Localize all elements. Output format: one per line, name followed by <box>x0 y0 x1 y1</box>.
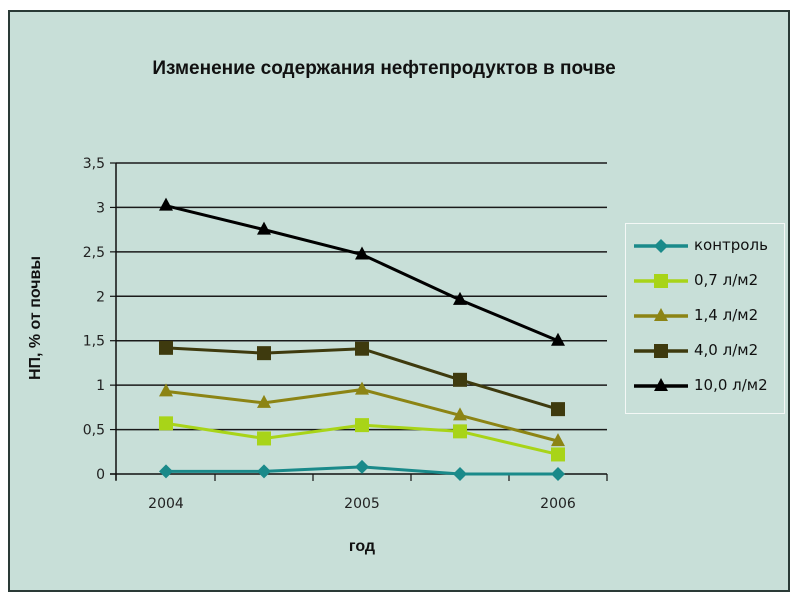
triangle-marker <box>453 291 467 305</box>
series-контроль <box>159 459 565 481</box>
square-marker <box>355 418 369 433</box>
legend-item: 10,0 л/м2 <box>634 375 784 397</box>
y-tick-label: 2 <box>96 289 105 305</box>
x-tick-label: 2004 <box>148 496 184 512</box>
series-1,4 л/м2 <box>159 381 565 447</box>
diamond-marker <box>355 459 369 474</box>
diamond-marker <box>551 467 565 481</box>
diamond-marker <box>257 464 271 479</box>
triangle-marker <box>551 433 565 447</box>
legend-swatch-icon <box>634 378 688 391</box>
legend: контроль 0,7 л/м2 1,4 л/м2 4,0 л/м2 10,0 л/м… <box>625 223 785 414</box>
chart-title-text: Изменение содержания нефтепродуктов в по… <box>152 58 616 79</box>
x-tick-label: 2005 <box>344 496 380 512</box>
triangle-marker <box>551 332 565 346</box>
legend-label: 0,7 л/м2 <box>694 271 759 289</box>
data-series <box>159 197 565 481</box>
diamond-marker <box>159 464 173 479</box>
triangle-marker <box>453 407 467 421</box>
triangle-marker <box>257 394 271 408</box>
legend-item: 1,4 л/м2 <box>634 305 784 327</box>
diamond-marker <box>453 467 467 481</box>
y-tick-label: 0,5 <box>83 423 105 439</box>
y-tick-label: 1,5 <box>83 334 105 350</box>
square-marker <box>159 340 173 355</box>
square-marker <box>453 372 467 387</box>
square-marker <box>159 416 173 431</box>
square-marker <box>257 346 271 361</box>
legend-swatch-icon <box>634 308 688 321</box>
x-tick-labels: 2004 2005 2006 <box>148 496 576 512</box>
series-10,0 л/м2 <box>159 197 565 346</box>
legend-swatch-icon <box>634 274 688 288</box>
y-tick-label: 3 <box>96 200 105 216</box>
x-axis-label: год <box>348 538 376 555</box>
square-marker <box>453 424 467 439</box>
chart-title: Изменение содержания нефтепродуктов в по… <box>0 58 800 80</box>
y-tick-label: 0 <box>96 467 105 483</box>
legend-item: 0,7 л/м2 <box>634 270 784 292</box>
series-4,0 л/м2 <box>159 340 565 417</box>
square-marker <box>551 402 565 417</box>
legend-label: контроль <box>694 236 768 254</box>
x-tick-label: 2006 <box>540 496 576 512</box>
triangle-marker <box>355 381 369 395</box>
square-marker <box>257 431 271 446</box>
legend-label: 10,0 л/м2 <box>694 376 768 394</box>
series-0,7 л/м2 <box>159 416 565 462</box>
legend-item: контроль <box>634 235 784 257</box>
triangle-marker <box>159 197 173 211</box>
legend-label: 1,4 л/м2 <box>694 306 759 324</box>
square-marker <box>355 341 369 356</box>
triangle-marker <box>355 246 369 260</box>
triangle-marker <box>159 383 173 397</box>
gridlines <box>116 162 607 431</box>
y-tick-label: 1 <box>96 378 105 394</box>
legend-swatch-icon <box>634 239 688 253</box>
y-tick-label: 3,5 <box>83 156 105 172</box>
legend-label: 4,0 л/м2 <box>694 341 759 359</box>
square-marker <box>551 447 565 462</box>
series-line <box>165 346 559 411</box>
legend-item: 4,0 л/м2 <box>634 340 784 362</box>
y-tick-label: 2,5 <box>83 245 105 261</box>
series-line <box>165 204 559 343</box>
chart-frame <box>8 10 790 592</box>
legend-swatch-icon <box>634 344 688 358</box>
triangle-marker <box>257 221 271 235</box>
y-tick-labels: 0 0,5 1 1,5 2 2,5 3 3,5 <box>83 156 105 483</box>
